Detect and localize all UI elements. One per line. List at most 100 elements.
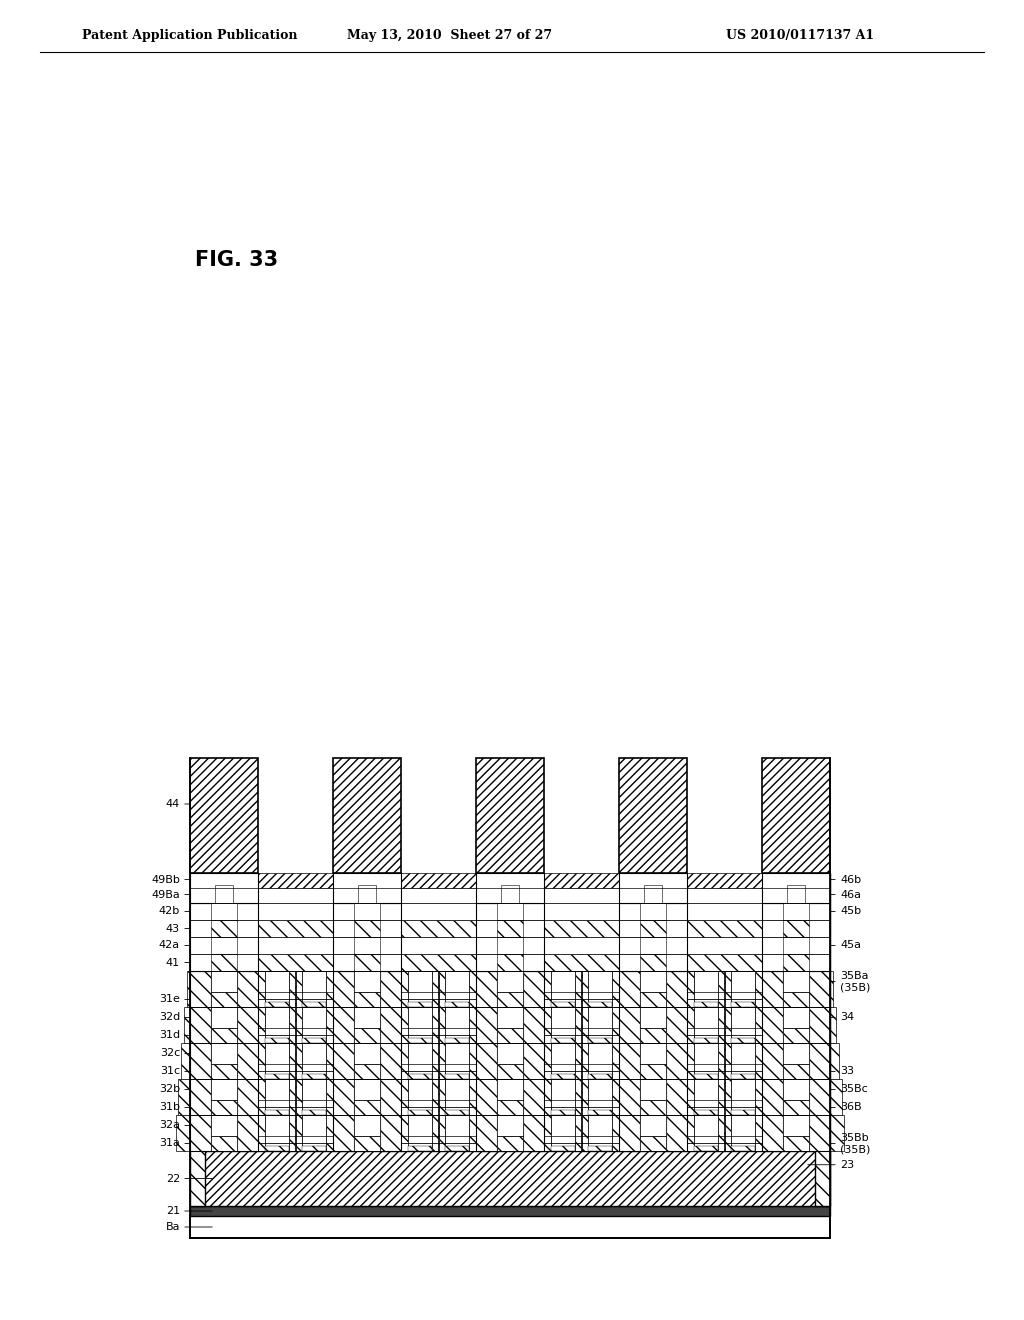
Text: 44: 44 xyxy=(166,799,180,809)
Bar xyxy=(497,1137,523,1151)
Bar xyxy=(211,1043,237,1064)
Bar xyxy=(762,758,830,873)
Bar xyxy=(574,972,582,1151)
Bar xyxy=(787,884,805,903)
Bar xyxy=(582,972,588,1151)
Bar xyxy=(258,937,333,954)
Bar xyxy=(497,903,523,920)
Bar xyxy=(265,1073,289,1078)
Bar xyxy=(211,1100,237,1115)
Bar xyxy=(551,1073,574,1078)
Bar xyxy=(666,972,687,1151)
Bar xyxy=(190,873,258,903)
Bar xyxy=(588,1146,612,1151)
Bar xyxy=(408,1002,432,1007)
Bar xyxy=(190,972,211,1151)
Bar xyxy=(618,972,640,1151)
Bar xyxy=(187,972,190,1007)
Bar xyxy=(640,972,666,991)
Bar xyxy=(211,991,237,1007)
Bar xyxy=(445,1146,469,1151)
Bar xyxy=(211,1028,237,1043)
Bar xyxy=(258,972,333,1151)
Bar xyxy=(544,937,618,954)
Bar xyxy=(401,954,476,972)
Bar xyxy=(731,972,755,1151)
Bar xyxy=(762,972,783,1151)
Bar xyxy=(354,1115,380,1137)
Bar xyxy=(501,884,519,903)
Bar xyxy=(333,873,401,903)
Bar xyxy=(731,1146,755,1151)
Bar xyxy=(783,1137,809,1151)
Bar xyxy=(640,991,666,1007)
Bar xyxy=(401,937,476,954)
Bar xyxy=(497,954,523,972)
Bar xyxy=(640,1078,666,1100)
Bar xyxy=(783,1043,809,1064)
Bar xyxy=(354,1100,380,1115)
Text: 32d: 32d xyxy=(159,1012,180,1023)
Bar xyxy=(354,920,380,937)
Bar xyxy=(618,903,687,972)
Bar xyxy=(544,888,618,903)
Text: 21: 21 xyxy=(166,1206,180,1216)
Bar xyxy=(476,873,544,903)
Bar xyxy=(830,972,833,1007)
Bar xyxy=(302,1038,327,1043)
Bar xyxy=(830,1043,839,1078)
Bar xyxy=(544,920,618,937)
Bar xyxy=(640,920,666,937)
Bar xyxy=(181,1043,190,1078)
Bar xyxy=(408,1073,432,1078)
Bar xyxy=(354,1064,380,1078)
Text: 31d: 31d xyxy=(159,1031,180,1040)
Text: 32b: 32b xyxy=(159,1085,180,1094)
Text: May 13, 2010  Sheet 27 of 27: May 13, 2010 Sheet 27 of 27 xyxy=(347,29,553,41)
Bar xyxy=(401,920,476,937)
Text: 31e: 31e xyxy=(159,994,180,1005)
Text: 32a: 32a xyxy=(159,1121,180,1130)
Bar xyxy=(333,972,354,1151)
Bar xyxy=(211,903,237,920)
Bar xyxy=(694,1038,718,1043)
Text: 45b: 45b xyxy=(840,907,861,916)
Bar xyxy=(640,954,666,972)
Bar xyxy=(783,903,809,920)
Bar xyxy=(211,920,237,937)
Bar xyxy=(718,972,724,1151)
Text: 42b: 42b xyxy=(159,907,180,916)
Bar xyxy=(190,1216,830,1238)
Bar xyxy=(551,1110,574,1115)
Bar xyxy=(497,1028,523,1043)
Bar xyxy=(265,1146,289,1151)
Bar xyxy=(618,873,687,903)
Bar xyxy=(783,937,809,954)
Text: 43: 43 xyxy=(166,924,180,933)
Bar xyxy=(783,954,809,972)
Bar xyxy=(445,1110,469,1115)
Bar xyxy=(551,1146,574,1151)
Bar xyxy=(302,1073,327,1078)
Bar xyxy=(354,954,380,972)
Bar xyxy=(175,1115,190,1151)
Bar xyxy=(265,972,289,1151)
Bar xyxy=(354,1007,380,1028)
Text: 33: 33 xyxy=(840,1067,854,1076)
Text: 42a: 42a xyxy=(159,940,180,950)
Bar xyxy=(211,937,237,954)
Bar xyxy=(265,1110,289,1115)
Bar xyxy=(497,1043,523,1064)
Bar xyxy=(544,972,618,1151)
Bar xyxy=(190,758,258,873)
Bar xyxy=(755,972,762,1151)
Bar xyxy=(783,1064,809,1078)
Bar xyxy=(694,1146,718,1151)
Bar xyxy=(258,873,333,888)
Bar xyxy=(302,1002,327,1007)
Bar xyxy=(432,972,438,1151)
Bar xyxy=(783,1078,809,1100)
Bar xyxy=(830,1007,836,1043)
Bar xyxy=(687,920,762,937)
Bar xyxy=(640,1064,666,1078)
